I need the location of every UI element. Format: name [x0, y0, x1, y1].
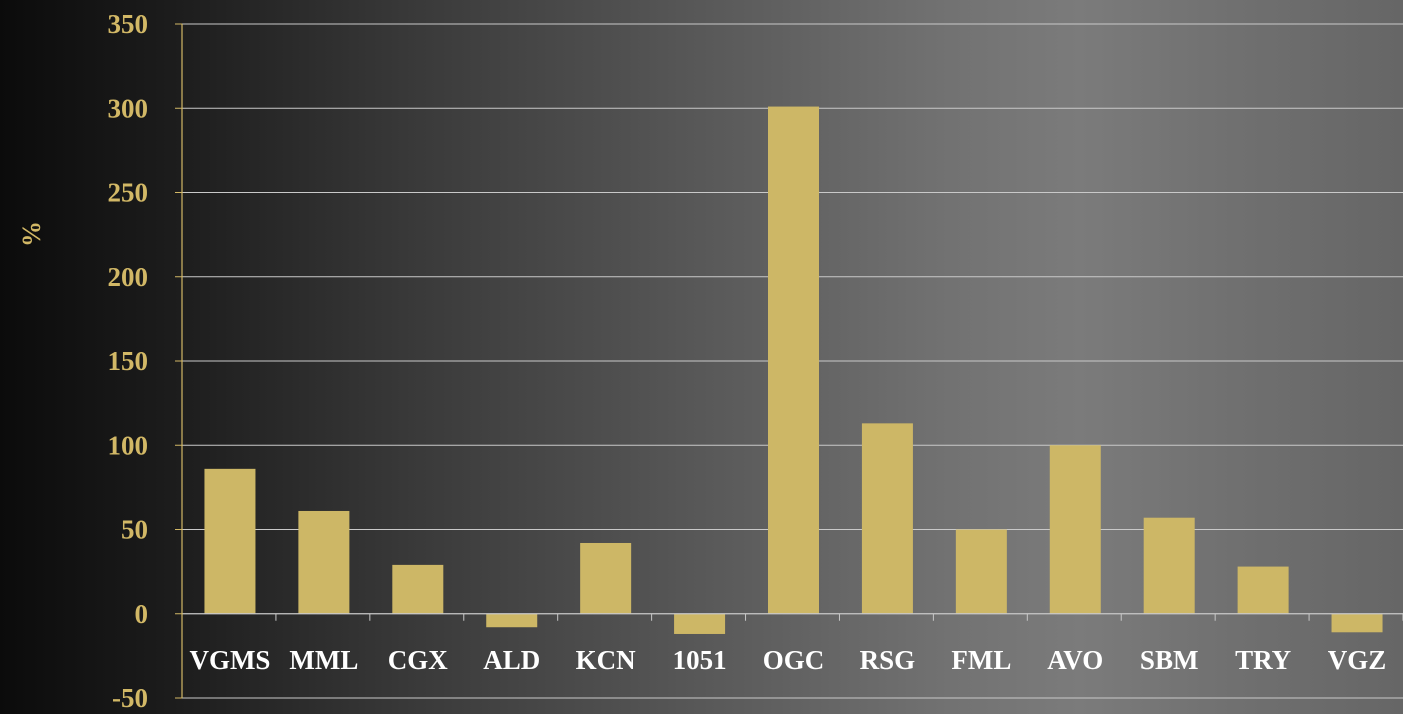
y-tick-label: 50 — [121, 515, 148, 545]
bar-ogc — [768, 106, 819, 614]
bar-cgx — [392, 564, 444, 614]
x-tick-label: FML — [951, 645, 1011, 675]
y-tick-label: -50 — [112, 683, 148, 713]
bar-avo — [1049, 445, 1101, 614]
bar-fml — [955, 529, 1007, 614]
y-tick-label: 150 — [108, 346, 149, 376]
y-tick-labels: -50 0 50 100 150 200 250 300 350 — [108, 9, 149, 713]
x-tick-label: OGC — [763, 645, 825, 675]
bar-try — [1237, 566, 1289, 614]
bar-rsg — [861, 423, 913, 614]
bar-mml — [298, 510, 350, 614]
x-tick-label: SBM — [1140, 645, 1199, 675]
x-tick-label: RSG — [860, 645, 916, 675]
x-tick-label: VGMS — [189, 645, 270, 675]
y-tick-label: 200 — [108, 262, 149, 292]
y-tick-label: 0 — [135, 599, 149, 629]
y-tick-label: 100 — [108, 430, 149, 460]
x-tick-label: VGZ — [1328, 645, 1387, 675]
x-tick-label: AVO — [1047, 645, 1103, 675]
x-tick-label: MML — [289, 645, 358, 675]
bar-vgms — [204, 468, 256, 614]
y-tick-label: 350 — [108, 9, 149, 39]
bar-sbm — [1143, 517, 1195, 614]
x-tick-label: KCN — [576, 645, 637, 675]
y-tick-label: 300 — [108, 93, 149, 123]
bar-vgz — [1331, 613, 1383, 633]
bar-ald — [486, 613, 538, 628]
x-tick-labels: VGMS MML CGX ALD KCN 1051 OGC RSG FML AVO SBM TRY VG… — [189, 645, 1386, 675]
x-tick-label: TRY — [1235, 645, 1291, 675]
y-tick-label: 250 — [108, 178, 149, 208]
x-tick-label: ALD — [483, 645, 540, 675]
bar-kcn — [580, 542, 632, 614]
x-tick-label: 1051 — [673, 645, 727, 675]
axes — [175, 23, 1403, 699]
bar-1051 — [674, 613, 726, 634]
bars — [204, 106, 1383, 634]
x-tick-label: CGX — [388, 645, 449, 675]
